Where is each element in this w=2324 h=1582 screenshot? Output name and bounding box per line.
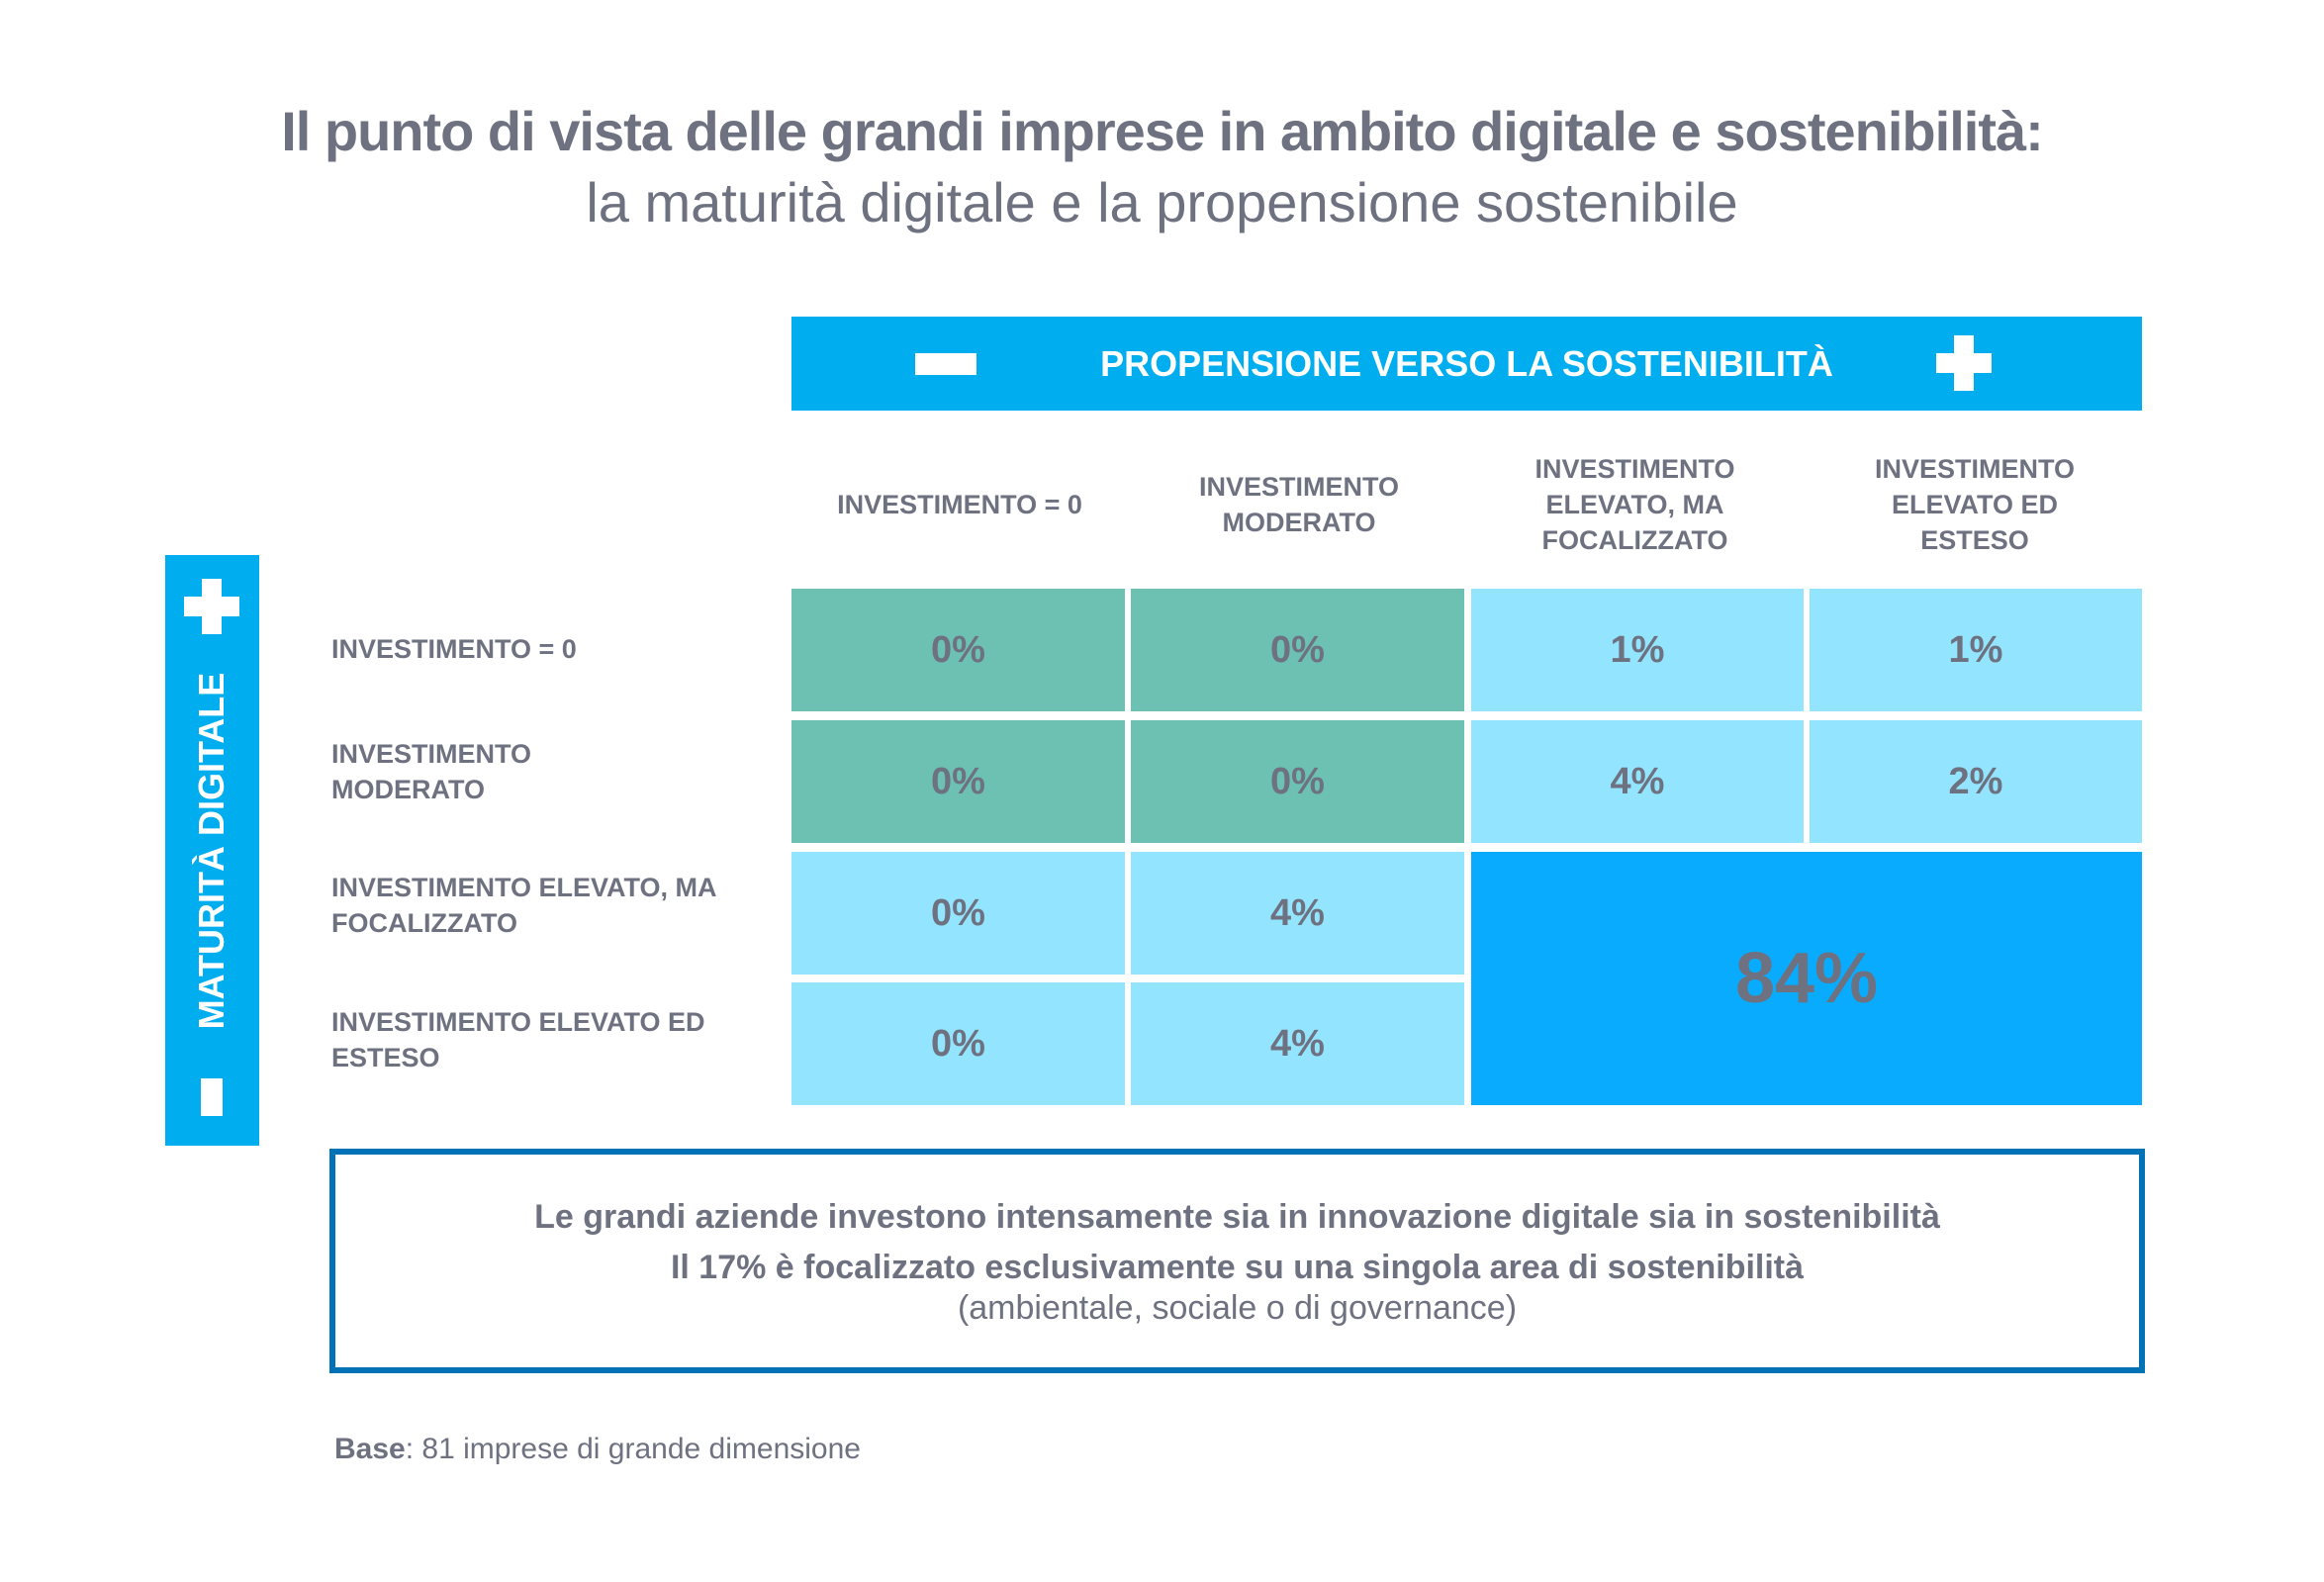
summary-box: Le grandi aziende investono intensamente… xyxy=(329,1149,2145,1373)
matrix-cell: 0% xyxy=(1131,720,1464,843)
matrix-cell-highlight: 84% xyxy=(1471,852,2142,1105)
row-header: INVESTIMENTO ELEVATO, MA FOCALIZZATO xyxy=(331,873,716,938)
plus-icon xyxy=(184,579,239,634)
column-header: INVESTIMENTO MODERATO xyxy=(1198,472,1400,537)
column-header: INVESTIMENTO = 0 xyxy=(837,490,1082,519)
matrix-cell: 0% xyxy=(791,720,1125,843)
footnote-text: : 81 imprese di grande dimensione xyxy=(405,1433,861,1465)
y-axis-label: MATURITÀ DIGITALE xyxy=(191,672,232,1030)
summary-line: Le grandi aziende investono intensamente… xyxy=(534,1198,1940,1236)
chart-subtitle: la maturità digitale e la propensione so… xyxy=(586,171,1738,233)
x-axis-label: PROPENSIONE VERSO LA SOSTENIBILITÀ xyxy=(1100,342,1833,384)
matrix-cell: 4% xyxy=(1131,982,1464,1105)
matrix-cell: 1% xyxy=(1810,589,2142,711)
y-axis-bar xyxy=(165,555,259,1146)
chart-title: Il punto di vista delle grandi imprese i… xyxy=(281,100,2044,162)
footnote-label: Base xyxy=(334,1433,406,1465)
minus-icon xyxy=(915,353,976,375)
matrix-cell: 4% xyxy=(1471,720,1804,843)
row-header: INVESTIMENTO = 0 xyxy=(331,634,577,664)
row-header: INVESTIMENTO ELEVATO ED ESTESO xyxy=(331,1007,705,1072)
row-header: INVESTIMENTO MODERATO xyxy=(331,739,532,804)
summary-line: (ambientale, sociale o di governance) xyxy=(957,1289,1518,1327)
matrix-cell: 1% xyxy=(1471,589,1804,711)
matrix-cell: 0% xyxy=(791,852,1125,975)
matrix-cell: 0% xyxy=(791,982,1125,1105)
matrix-cell: 0% xyxy=(791,589,1125,711)
matrix-cell: 4% xyxy=(1131,852,1464,975)
minus-icon xyxy=(201,1078,223,1116)
column-header: INVESTIMENTO ELEVATO, MA FOCALIZZATO xyxy=(1534,454,1735,555)
column-header: INVESTIMENTO ELEVATO ED ESTESO xyxy=(1874,454,2076,555)
matrix-cell: 0% xyxy=(1131,589,1464,711)
x-axis-banner: PROPENSIONE VERSO LA SOSTENIBILITÀ xyxy=(791,317,2142,411)
plus-icon xyxy=(1936,335,1992,391)
footnote: Base: 81 imprese di grande dimensione xyxy=(334,1433,861,1466)
summary-line: Il 17% è focalizzato esclusivamente su u… xyxy=(670,1249,1805,1286)
matrix-cell: 2% xyxy=(1810,720,2142,843)
